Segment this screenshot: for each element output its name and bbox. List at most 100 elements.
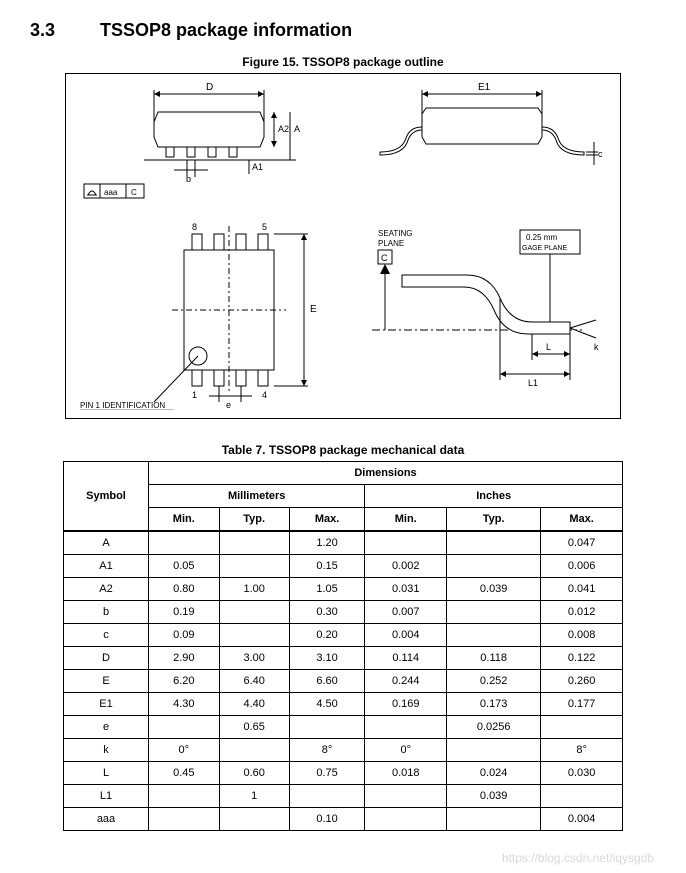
table-cell: 0.031 [365, 578, 447, 601]
table-cell: D [64, 647, 149, 670]
mechanical-data-table: Symbol Dimensions Millimeters Inches Min… [63, 461, 623, 831]
table-cell [219, 624, 289, 647]
table-cell [219, 808, 289, 831]
th-in: Inches [365, 485, 623, 508]
table-cell: L [64, 762, 149, 785]
table-cell [541, 785, 623, 808]
figure-box: D A2 A A1 [65, 73, 621, 419]
table-cell: A [64, 531, 149, 555]
th-in-typ: Typ. [447, 508, 541, 532]
table-cell: aaa [64, 808, 149, 831]
table-cell: 0.007 [365, 601, 447, 624]
table-cell: 1.05 [289, 578, 365, 601]
label-A1: A1 [252, 162, 263, 172]
label-plane: PLANE [378, 239, 404, 248]
table-cell [219, 531, 289, 555]
th-dimensions: Dimensions [149, 462, 623, 485]
table-cell: 0.008 [541, 624, 623, 647]
table-cell: 0.09 [149, 624, 220, 647]
section-header: 3.3 TSSOP8 package information [30, 20, 656, 41]
label-Csym-2: C [381, 253, 388, 263]
table-cell: 0.047 [541, 531, 623, 555]
table-row: E6.206.406.600.2440.2520.260 [64, 670, 623, 693]
table-cell: 3.00 [219, 647, 289, 670]
table-cell: 0.10 [289, 808, 365, 831]
table-cell: 0.05 [149, 555, 220, 578]
label-L: L [546, 342, 551, 352]
table-cell: 0.244 [365, 670, 447, 693]
table-cell: 0.30 [289, 601, 365, 624]
table-cell: 0.75 [289, 762, 365, 785]
table-cell [149, 716, 220, 739]
table-cell: 8° [289, 739, 365, 762]
table-cell [289, 785, 365, 808]
table-cell: 0.114 [365, 647, 447, 670]
table-cell: 1.20 [289, 531, 365, 555]
table-cell: 0.012 [541, 601, 623, 624]
diagram-lead-detail: SEATING PLANE C 0.25 mm GAGE PLANE k [372, 220, 612, 410]
table-row: aaa0.100.004 [64, 808, 623, 831]
table-row: D2.903.003.100.1140.1180.122 [64, 647, 623, 670]
table-cell [149, 785, 220, 808]
table-cell: 0.039 [447, 785, 541, 808]
label-pin5: 5 [262, 222, 267, 232]
label-E1: E1 [478, 82, 491, 93]
table-cell: 0.039 [447, 578, 541, 601]
table-row: A 1.20 0.047 [64, 531, 623, 555]
table-cell: 0.041 [541, 578, 623, 601]
label-aaa: aaa [104, 188, 118, 197]
table-cell [219, 601, 289, 624]
table-cell: b [64, 601, 149, 624]
table-cell: 0.118 [447, 647, 541, 670]
table-row: A10.050.150.0020.006 [64, 555, 623, 578]
table-cell: 0.177 [541, 693, 623, 716]
table-cell: A1 [64, 555, 149, 578]
label-c: c [598, 149, 603, 159]
table-cell: 0.20 [289, 624, 365, 647]
table-cell [447, 808, 541, 831]
diagram-side-right: E1 c [362, 82, 612, 202]
table-row: E14.304.404.500.1690.1730.177 [64, 693, 623, 716]
th-mm-min: Min. [149, 508, 220, 532]
label-e: e [226, 400, 231, 410]
label-E: E [310, 304, 317, 315]
diagram-top-view: 8 5 1 4 PIN 1 IDENTIFICATION E [74, 220, 354, 410]
table-row: L0.450.600.750.0180.0240.030 [64, 762, 623, 785]
table-cell: 0.252 [447, 670, 541, 693]
table-cell: e [64, 716, 149, 739]
section-number: 3.3 [30, 20, 100, 41]
table-cell: 0.80 [149, 578, 220, 601]
table-cell: 6.40 [219, 670, 289, 693]
table-row: e0.650.0256 [64, 716, 623, 739]
table-cell: 0.004 [365, 624, 447, 647]
table-cell [447, 555, 541, 578]
table-cell [447, 531, 541, 555]
table-row: b0.19 0.300.007 0.012 [64, 601, 623, 624]
table-cell: 2.90 [149, 647, 220, 670]
table-cell: 0.0256 [447, 716, 541, 739]
table-cell: k [64, 739, 149, 762]
label-Csym-1: C [131, 188, 137, 197]
th-in-min: Min. [365, 508, 447, 532]
table-cell: 0.15 [289, 555, 365, 578]
table-cell: 0° [365, 739, 447, 762]
label-gage1: 0.25 mm [526, 233, 557, 242]
table-cell [365, 716, 447, 739]
table-cell: 0.024 [447, 762, 541, 785]
table-cell [447, 624, 541, 647]
table-cell: E1 [64, 693, 149, 716]
label-pin1: 1 [192, 390, 197, 400]
label-b: b [186, 174, 191, 184]
table-cell: c [64, 624, 149, 647]
table-row: A20.801.001.050.0310.0390.041 [64, 578, 623, 601]
table-cell: 0° [149, 739, 220, 762]
table-cell: 0.19 [149, 601, 220, 624]
diagram-side-left: D A2 A A1 [74, 82, 334, 202]
table-cell [541, 716, 623, 739]
table-cell [447, 739, 541, 762]
th-in-max: Max. [541, 508, 623, 532]
label-gage2: GAGE PLANE [522, 245, 567, 252]
table-row: L110.039 [64, 785, 623, 808]
table-cell [219, 555, 289, 578]
table-cell: 4.30 [149, 693, 220, 716]
